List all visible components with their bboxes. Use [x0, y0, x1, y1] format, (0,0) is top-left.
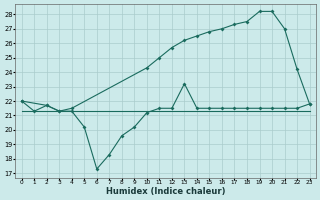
X-axis label: Humidex (Indice chaleur): Humidex (Indice chaleur): [106, 187, 225, 196]
